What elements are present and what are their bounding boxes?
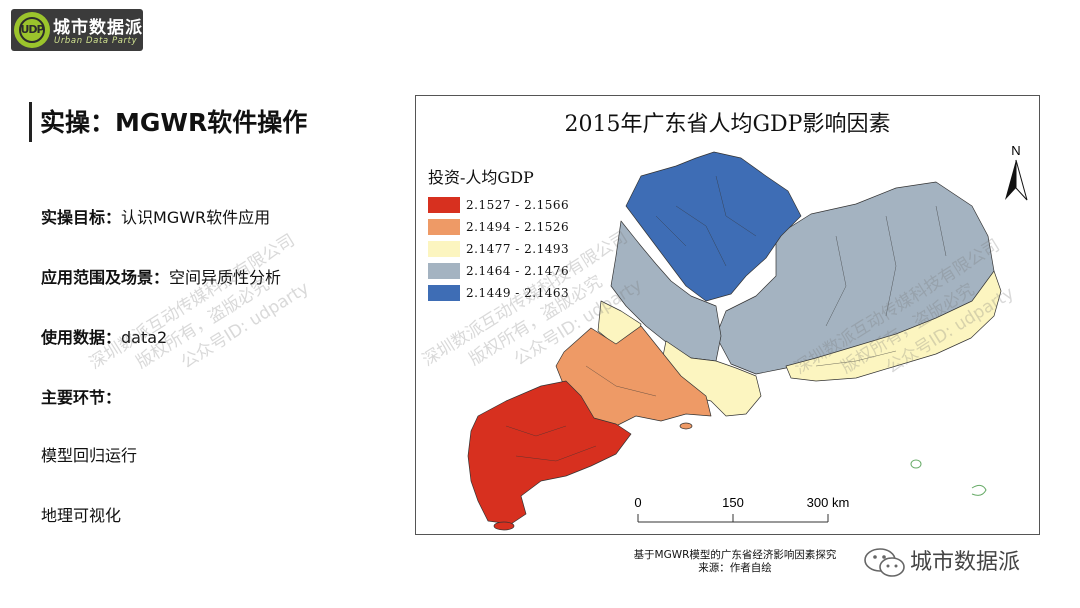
island-outline-1: [910, 459, 922, 469]
step-item-visualization: 地理可视化: [41, 506, 122, 525]
goal-line: 实操目标：认识MGWR软件应用: [41, 204, 270, 228]
region-class1-red: [467, 380, 632, 525]
wechat-account-name: 城市数据派: [910, 550, 1021, 575]
legend-item-1: 2.1527 - 2.1566: [428, 194, 569, 216]
region-class5-north: [625, 151, 802, 302]
page-title: 实操：MGWR软件操作: [40, 108, 308, 137]
legend-item-3: 2.1477 - 2.1493: [428, 238, 569, 260]
scope-line: 应用范围及场景：空间异质性分析: [41, 264, 281, 288]
scale-label-0: 0: [634, 496, 641, 510]
region-class3-east: [785, 270, 1002, 382]
guangdong-map: [467, 151, 1002, 531]
brand-logo: UDP 城市数据派 Urban Data Party: [11, 9, 143, 51]
legend-swatch-2: [428, 219, 460, 235]
legend-title: 投资-人均GDP: [428, 168, 534, 187]
data-label: 使用数据：: [41, 328, 122, 347]
legend-label-3: 2.1477 - 2.1493: [466, 242, 570, 256]
steps-label: 主要环节：: [41, 388, 122, 407]
scope-value: 空间异质性分析: [169, 268, 282, 287]
north-label: N: [1011, 143, 1020, 158]
data-line: 使用数据：data2: [41, 324, 167, 348]
legend-label-1: 2.1527 - 2.1566: [466, 198, 570, 212]
island-outline-2: [971, 484, 987, 496]
legend-swatch-4: [428, 263, 460, 279]
map-title: 2015年广东省人均GDP影响因素: [564, 112, 891, 137]
island-orange: [679, 422, 693, 430]
island-red: [493, 521, 515, 531]
figure-source: 来源：作者自绘: [698, 562, 772, 574]
scale-label-150: 150: [722, 496, 744, 510]
legend-item-5: 2.1449 - 2.1463: [428, 282, 569, 304]
udp-logo-icon: UDP: [14, 12, 50, 48]
legend-label-2: 2.1494 - 2.1526: [466, 220, 570, 234]
data-value: data2: [121, 328, 168, 347]
legend-swatch-5: [428, 285, 460, 301]
figure-caption: 基于MGWR模型的广东省经济影响因素探究: [633, 549, 837, 561]
legend-label-4: 2.1464 - 2.1476: [466, 264, 570, 278]
legend-item-2: 2.1494 - 2.1526: [428, 216, 569, 238]
map-legend: 投资-人均GDP 2.1527 - 2.1566 2.1494 - 2.1526…: [428, 164, 569, 304]
wechat-icon: [864, 548, 905, 577]
goal-label: 实操目标：: [41, 208, 122, 227]
title-accent-bar: [29, 102, 32, 142]
north-arrow-icon: N: [1005, 143, 1028, 201]
scale-label-300: 300 km: [807, 496, 850, 510]
scope-label: 应用范围及场景：: [41, 268, 170, 287]
legend-swatch-1: [428, 197, 460, 213]
scale-bar: 0 150 300 km: [634, 496, 850, 523]
legend-item-4: 2.1464 - 2.1476: [428, 260, 569, 282]
watermark-left: 深圳数派互动传媒科技有限公司 版权所有，盗版必究 公众号ID: udparty: [86, 230, 313, 374]
legend-label-5: 2.1449 - 2.1463: [466, 286, 570, 300]
step-item-regression: 模型回归运行: [41, 446, 138, 465]
brand-name: 城市数据派: [53, 18, 143, 38]
brand-name-en: Urban Data Party: [54, 36, 138, 46]
map-figure: 2015年广东省人均GDP影响因素 投资-人均GDP 2.1527 - 2.15…: [415, 95, 1040, 535]
legend-swatch-3: [428, 241, 460, 257]
steps-line: 主要环节：: [41, 384, 121, 408]
goal-value: 认识MGWR软件应用: [121, 208, 271, 227]
